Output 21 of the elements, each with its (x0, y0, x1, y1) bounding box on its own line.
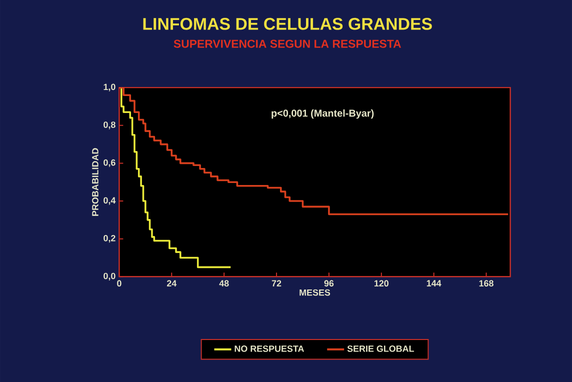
x-tick-label: 96 (324, 280, 334, 286)
y-tick-label: 0,0 (104, 272, 116, 280)
chart-title: LINFOMAS DE CELULAS GRANDES (143, 18, 432, 30)
legend-label: NO RESPUESTA (234, 345, 304, 352)
x-tick-label: 168 (479, 280, 494, 286)
y-tick-label: 0,6 (104, 159, 116, 167)
y-tick-label: 0,2 (104, 234, 116, 243)
x-tick-label: 120 (374, 280, 388, 286)
x-tick-label: 0 (117, 280, 122, 286)
annotation: p<0,001 (Mantel-Byar) (272, 109, 374, 119)
x-tick-label: 144 (426, 280, 442, 286)
chart-subtitle: SUPERVIVENCIA SEGUN LA RESPUESTA (174, 40, 402, 48)
x-axis-title: MESES (300, 289, 330, 296)
legend-label: SERIE GLOBAL (347, 345, 414, 352)
x-tick-label: 24 (166, 280, 177, 286)
y-axis-title: PROBABILIDAD (92, 148, 98, 216)
y-tick-label: 0,8 (104, 122, 116, 130)
x-tick-label: 48 (219, 280, 229, 286)
x-tick-label: 72 (272, 280, 282, 286)
y-tick-label: 0,4 (104, 197, 116, 205)
y-tick-label: 1,0 (104, 84, 116, 92)
